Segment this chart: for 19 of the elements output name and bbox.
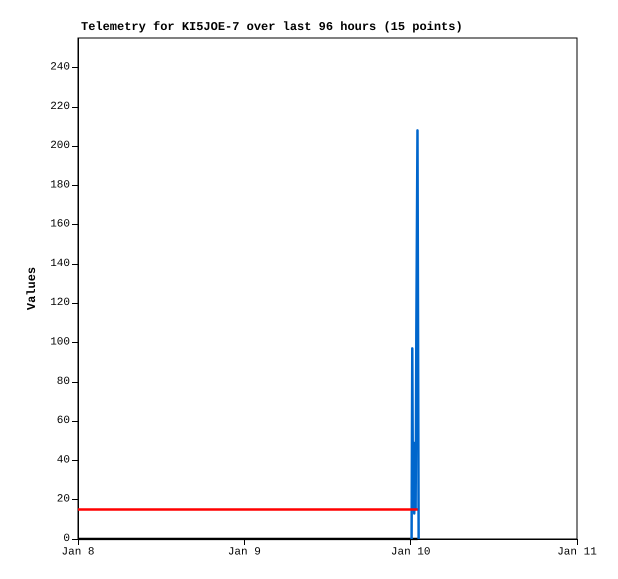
y-tick-label: 100 <box>50 336 70 349</box>
y-tick-label: 200 <box>50 140 70 152</box>
y-tick-label: 140 <box>50 258 70 270</box>
y-tick-label: 180 <box>50 179 70 192</box>
y-tick-label: 40 <box>56 454 70 466</box>
y-tick-label: 80 <box>56 376 70 388</box>
y-tick-label: 160 <box>50 218 70 231</box>
x-tick-label: Jan 11 <box>557 546 598 558</box>
x-tick-label: Jan 9 <box>228 546 261 558</box>
x-tick-label: Jan 8 <box>61 546 95 558</box>
y-tick-label: 240 <box>50 61 70 74</box>
y-tick-label: 0 <box>63 533 70 545</box>
y-axis-title: Values <box>25 266 39 310</box>
y-tick-label: 20 <box>56 494 70 506</box>
y-tick-label: 220 <box>50 100 70 113</box>
x-tick-label: Jan 10 <box>390 546 430 558</box>
chart-title: Telemetry for KI5JOE-7 over last 96 hours (15 points) <box>81 20 463 34</box>
y-tick-label: 60 <box>56 415 70 428</box>
y-tick-label: 120 <box>50 297 70 310</box>
